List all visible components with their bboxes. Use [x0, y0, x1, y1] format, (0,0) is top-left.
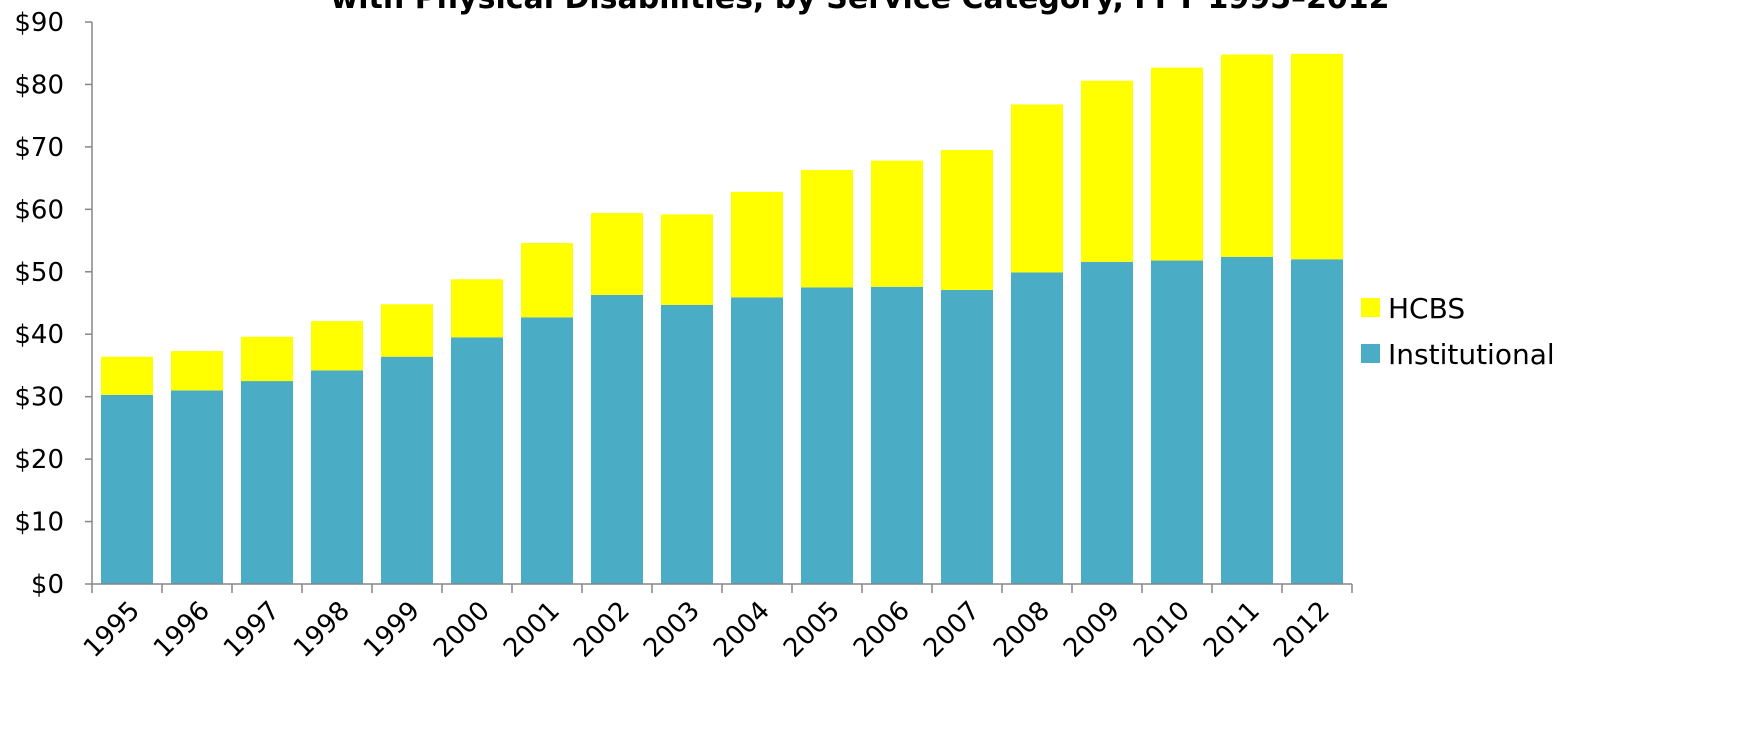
bar-institutional-1999: [381, 356, 433, 584]
bar-institutional-2010: [1151, 260, 1203, 584]
y-tick-label: $0: [31, 570, 64, 600]
bar-hcbs-2008: [1011, 104, 1063, 273]
x-tick-label-2000: 2000: [428, 596, 496, 664]
x-tick-label-2006: 2006: [848, 596, 916, 664]
bar-hcbs-1999: [381, 304, 433, 357]
bar-hcbs-1995: [101, 356, 153, 395]
bar-hcbs-2001: [521, 243, 573, 318]
x-tick-label-2001: 2001: [498, 596, 566, 664]
bar-hcbs-2005: [801, 169, 853, 288]
bar-institutional-2011: [1221, 256, 1273, 584]
bar-institutional-2009: [1081, 261, 1133, 584]
y-tick-label: $70: [14, 133, 64, 163]
x-tick-label-1999: 1999: [358, 596, 426, 664]
bar-institutional-2000: [451, 337, 503, 584]
x-tick-label-1998: 1998: [288, 596, 356, 664]
bar-hcbs-2009: [1081, 80, 1133, 262]
x-tick-label-2012: 2012: [1268, 596, 1336, 664]
bar-hcbs-2010: [1151, 67, 1203, 261]
bar-institutional-2003: [661, 304, 713, 584]
y-tick-label: $50: [14, 258, 64, 288]
chart-title: with Physical Disabilities, by Service C…: [331, 0, 1390, 16]
y-tick-label: $60: [14, 195, 64, 225]
x-tick-label-2011: 2011: [1198, 596, 1266, 664]
x-tick-label-1996: 1996: [148, 596, 216, 664]
bar-hcbs-2007: [941, 150, 993, 290]
x-tick-label-1995: 1995: [78, 596, 146, 664]
bar-hcbs-2002: [591, 213, 643, 295]
y-tick-label: $20: [14, 445, 64, 475]
bar-institutional-2001: [521, 317, 573, 584]
bar-hcbs-2011: [1221, 54, 1273, 257]
bar-hcbs-2003: [661, 214, 713, 305]
bar-hcbs-2012: [1291, 53, 1343, 260]
x-tick-label-2004: 2004: [708, 596, 776, 664]
y-tick-label: $80: [14, 70, 64, 100]
x-tick-label-1997: 1997: [218, 596, 286, 664]
bar-institutional-1995: [101, 394, 153, 584]
bar-institutional-2002: [591, 294, 643, 584]
y-tick-label: $10: [14, 508, 64, 538]
y-tick-label: $30: [14, 383, 64, 413]
x-tick-label-2003: 2003: [638, 596, 706, 664]
bar-institutional-2007: [941, 289, 993, 584]
legend-swatch-hcbs: [1361, 298, 1380, 317]
bar-hcbs-1998: [311, 321, 363, 371]
bar-institutional-1998: [311, 370, 363, 584]
bar-institutional-2005: [801, 287, 853, 584]
y-axis: $0 $10 $20 $30 $40 $50 $60 $70 $80 $90: [14, 8, 93, 600]
x-tick-label-2009: 2009: [1058, 596, 1126, 664]
bars-layer: [101, 53, 1343, 584]
bar-institutional-2006: [871, 286, 923, 584]
x-tick-label-2005: 2005: [778, 596, 846, 664]
legend-label-hcbs: HCBS: [1388, 292, 1465, 325]
x-tick-label-2010: 2010: [1128, 596, 1196, 664]
x-axis: 1995 1996 1997 1998 1999 2000 2001 2002 2003 2004…: [78, 583, 1353, 664]
bar-hcbs-2006: [871, 160, 923, 287]
bar-hcbs-2000: [451, 279, 503, 338]
x-tick-label-2002: 2002: [568, 596, 636, 664]
bar-institutional-2008: [1011, 272, 1063, 584]
legend-swatch-institutional: [1361, 344, 1380, 363]
bar-hcbs-2004: [731, 191, 783, 298]
bar-hcbs-1996: [171, 351, 223, 391]
legend-label-institutional: Institutional: [1388, 338, 1555, 371]
bar-institutional-1996: [171, 390, 223, 584]
bar-institutional-2004: [731, 297, 783, 584]
y-tick-label: $90: [14, 8, 64, 38]
legend: HCBS Institutional: [1361, 292, 1555, 371]
bar-hcbs-1997: [241, 336, 293, 382]
bar-institutional-1997: [241, 381, 293, 584]
bar-institutional-2012: [1291, 259, 1343, 584]
y-tick-label: $40: [14, 320, 64, 350]
x-tick-label-2008: 2008: [988, 596, 1056, 664]
x-tick-label-2007: 2007: [918, 596, 986, 664]
